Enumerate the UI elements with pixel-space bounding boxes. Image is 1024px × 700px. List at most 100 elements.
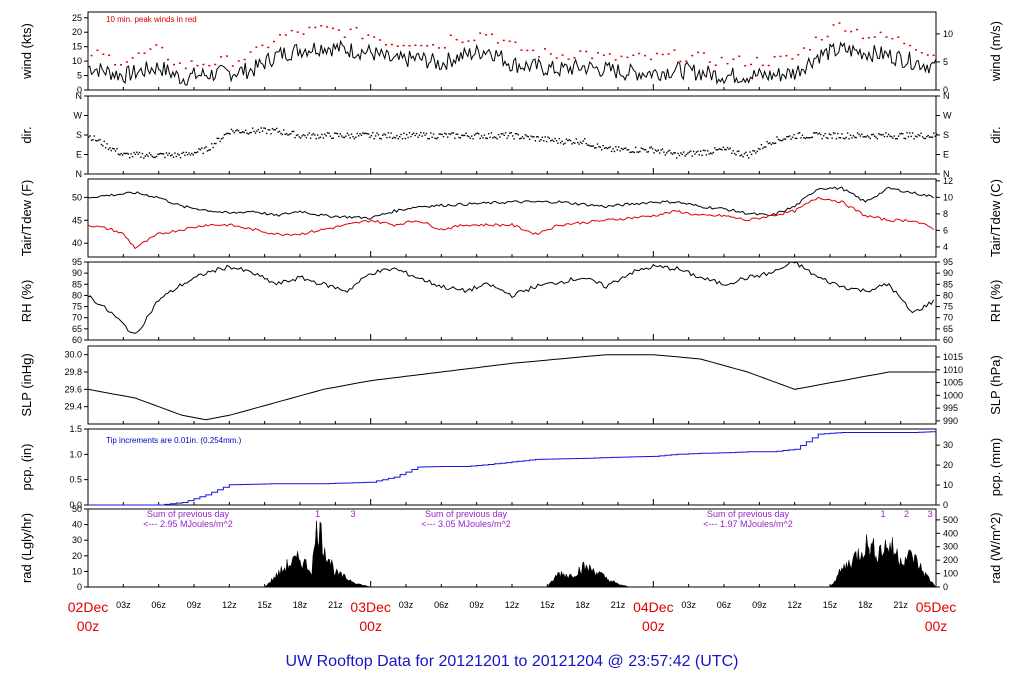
dir-point	[579, 141, 582, 143]
dir-point	[506, 137, 508, 139]
dir-point	[301, 135, 303, 137]
dir-point	[284, 133, 286, 136]
x-hour-label: 09z	[752, 600, 767, 610]
dir-point	[801, 134, 804, 136]
temp-left-tick-label: 40	[72, 238, 82, 248]
dir-point	[365, 132, 367, 134]
dir-point	[581, 142, 583, 145]
x-hour-label: 03z	[681, 600, 696, 610]
dir-right-tick-label: E	[943, 150, 949, 160]
dir-point	[575, 138, 577, 140]
rad-daysum-1-line2: <--- 2.95 MJoules/m^2	[143, 519, 233, 529]
dir-point	[203, 147, 206, 149]
dir-point	[356, 132, 358, 135]
dir-point	[275, 127, 278, 130]
dir-point	[861, 133, 863, 135]
rh-left-tick-label: 75	[72, 302, 82, 312]
pcp-left-label: pcp. (in)	[19, 444, 34, 491]
rad-left-label: rad (Lgly/hr)	[19, 513, 34, 583]
dir-point	[637, 151, 640, 153]
dir-point	[134, 153, 137, 156]
dir-point	[357, 135, 360, 137]
dir-point	[441, 133, 443, 136]
dir-point	[527, 135, 529, 138]
dir-point	[212, 146, 214, 149]
dir-point	[845, 136, 847, 139]
dir-point	[326, 132, 329, 134]
dir-point	[177, 153, 179, 155]
dir-point	[661, 148, 664, 150]
dir-point	[568, 139, 570, 141]
dir-point	[376, 132, 378, 134]
dir-point	[194, 151, 196, 154]
dir-point	[270, 133, 272, 135]
dir-point	[333, 132, 336, 134]
temp-right-label: Tair/Tdew (C)	[988, 179, 1003, 257]
pcp-left-tick-label: 1.0	[69, 449, 82, 459]
dir-point	[363, 132, 365, 135]
dir-point	[783, 138, 785, 140]
rh-left-tick-label: 65	[72, 324, 82, 334]
dir-point	[199, 149, 202, 151]
dir-point	[251, 127, 254, 129]
rad-right-tick-label: 300	[943, 542, 958, 552]
dir-point	[476, 132, 479, 134]
wind-left-tick-label: 15	[72, 42, 82, 52]
dir-point	[523, 137, 525, 140]
rad-hour-mark: 3	[928, 509, 933, 519]
dir-point	[145, 154, 148, 156]
x-hour-label: 21z	[893, 600, 908, 610]
dir-point	[517, 134, 520, 136]
rad-daysum-3-line1: Sum of previous day	[707, 509, 790, 519]
dir-point	[422, 132, 425, 134]
dir-point	[639, 150, 641, 153]
dir-point	[520, 137, 522, 139]
dir-point	[227, 132, 230, 135]
dir-point	[620, 147, 623, 150]
dir-point	[425, 132, 428, 135]
dir-point	[167, 154, 169, 156]
dir-point	[355, 136, 357, 138]
dir-point	[657, 149, 659, 151]
dir-point	[324, 133, 326, 135]
dir-point	[510, 131, 512, 134]
dir-point	[280, 132, 282, 135]
dir-point	[112, 147, 114, 150]
dir-point	[373, 138, 375, 140]
dir-point	[254, 132, 257, 134]
dir-point	[141, 152, 144, 155]
dir-point	[288, 133, 291, 136]
dir-point	[403, 132, 405, 134]
dir-point	[852, 135, 855, 137]
dir-point	[408, 132, 411, 134]
dir-point	[818, 132, 821, 134]
dir-point	[526, 135, 528, 137]
dir-right-label: dir.	[988, 126, 1003, 143]
dir-point	[218, 137, 220, 140]
dir-point	[370, 134, 373, 137]
dir-point	[432, 133, 435, 135]
dir-point	[596, 143, 599, 145]
dir-point	[514, 133, 517, 135]
x-hour-label: 09z	[187, 600, 202, 610]
dir-point	[106, 143, 108, 145]
dir-right-tick-label: N	[943, 91, 950, 101]
dir-point	[169, 155, 172, 157]
dir-point	[708, 153, 710, 155]
dir-point	[512, 135, 514, 137]
dir-point	[740, 154, 743, 156]
x-hour-label: 12z	[505, 600, 520, 610]
temp-right-tick-label: 10	[943, 192, 953, 202]
dir-point	[397, 138, 399, 140]
dir-point	[794, 137, 797, 140]
dir-point	[346, 132, 349, 135]
dir-point	[137, 153, 139, 155]
dir-point	[777, 138, 780, 141]
dir-point	[675, 157, 678, 159]
dir-point	[331, 137, 333, 140]
dir-point	[380, 138, 382, 140]
dir-left-label: dir.	[19, 126, 34, 143]
dir-point	[629, 151, 631, 154]
dir-point	[776, 136, 778, 138]
dir-point	[148, 152, 151, 154]
